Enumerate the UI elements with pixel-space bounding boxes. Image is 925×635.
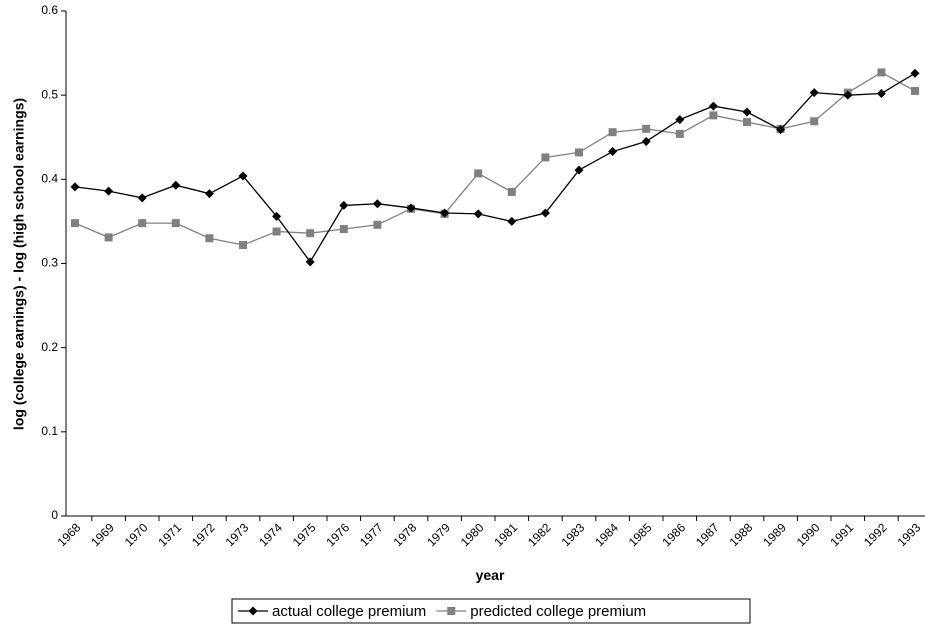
- data-point: [339, 200, 349, 210]
- data-point: [877, 68, 886, 77]
- data-point: [776, 125, 786, 135]
- data-point: [911, 86, 919, 95]
- data-point: [608, 128, 617, 137]
- x-tick-label: 1971: [155, 520, 184, 549]
- data-point: [306, 229, 315, 238]
- data-point: [205, 234, 214, 243]
- data-point: [474, 169, 483, 178]
- data-point: [742, 107, 752, 117]
- data-point: [473, 209, 483, 219]
- x-tick-label: 1986: [659, 520, 688, 549]
- data-point: [104, 186, 114, 196]
- x-tick-label: 1969: [88, 520, 117, 549]
- data-point: [204, 189, 214, 199]
- x-tick-label: 1972: [189, 520, 218, 549]
- data-point: [104, 233, 113, 242]
- x-tick-label: 1987: [693, 520, 722, 549]
- series-line: [74, 72, 916, 263]
- data-point: [641, 136, 651, 146]
- data-point: [238, 171, 248, 181]
- legend-marker: [447, 607, 456, 615]
- data-point: [810, 117, 819, 126]
- data-point: [574, 165, 584, 175]
- x-tick-label: 1983: [559, 520, 588, 549]
- data-point: [708, 101, 718, 111]
- data-point: [507, 187, 516, 196]
- data-point: [440, 208, 450, 218]
- x-tick-label: 1974: [256, 520, 285, 549]
- legend-marker: [248, 606, 258, 616]
- series-line: [74, 71, 916, 246]
- y-tick-label: 0.2: [41, 340, 58, 354]
- x-tick-label: 1977: [357, 520, 386, 549]
- data-point: [406, 203, 416, 213]
- legend-label: predicted college premium: [470, 603, 646, 620]
- y-tick-label: 0.1: [41, 424, 58, 438]
- data-point: [743, 118, 751, 127]
- data-point: [910, 68, 920, 78]
- data-point: [239, 240, 247, 249]
- y-axis-label: log (college earnings) - log (high schoo…: [11, 98, 27, 430]
- data-point: [843, 90, 853, 100]
- x-tick-label: 1978: [391, 520, 420, 549]
- data-point: [675, 115, 685, 125]
- data-point: [809, 88, 819, 98]
- x-tick-label: 1981: [491, 520, 520, 549]
- data-point: [876, 88, 886, 98]
- data-point: [138, 219, 147, 228]
- x-tick-label: 1990: [794, 520, 823, 549]
- x-tick-label: 1980: [458, 520, 487, 549]
- data-point: [70, 182, 80, 192]
- x-tick-label: 1985: [626, 520, 655, 549]
- data-point: [137, 193, 147, 203]
- y-tick-label: 0.3: [41, 256, 58, 270]
- data-point: [709, 111, 718, 120]
- data-point: [540, 208, 550, 218]
- x-tick-label: 1968: [55, 520, 84, 549]
- data-point: [373, 220, 382, 229]
- data-point: [372, 199, 382, 209]
- data-point: [171, 219, 180, 228]
- x-tick-label: 1975: [290, 520, 319, 549]
- x-tick-label: 1993: [895, 520, 924, 549]
- x-tick-label: 1988: [727, 520, 756, 549]
- data-point: [171, 180, 181, 190]
- x-tick-label: 1976: [323, 520, 352, 549]
- data-point: [339, 224, 348, 233]
- legend-label: actual college premium: [272, 603, 426, 620]
- data-point: [507, 216, 517, 226]
- y-tick-label: 0.5: [41, 87, 58, 101]
- legend: [231, 598, 751, 624]
- data-point: [272, 211, 282, 221]
- x-tick-label: 1989: [760, 520, 789, 549]
- x-axis-label: year: [476, 567, 505, 583]
- data-point: [675, 129, 684, 138]
- x-tick-label: 1992: [861, 520, 890, 549]
- x-tick-label: 1984: [592, 520, 621, 549]
- x-tick-label: 1982: [525, 520, 554, 549]
- y-tick-label: 0.4: [41, 172, 58, 186]
- data-point: [575, 148, 583, 157]
- y-tick-label: 0.6: [41, 3, 58, 17]
- x-tick-label: 1970: [122, 520, 151, 549]
- data-point: [272, 227, 281, 236]
- x-tick-label: 1979: [424, 520, 453, 549]
- data-point: [71, 219, 79, 228]
- x-tick-label: 1973: [223, 520, 252, 549]
- y-tick-label: 0: [51, 508, 58, 522]
- data-point: [608, 147, 618, 157]
- x-tick-label: 1991: [827, 520, 856, 549]
- data-point: [305, 257, 315, 267]
- data-point: [541, 153, 550, 162]
- data-point: [642, 124, 651, 133]
